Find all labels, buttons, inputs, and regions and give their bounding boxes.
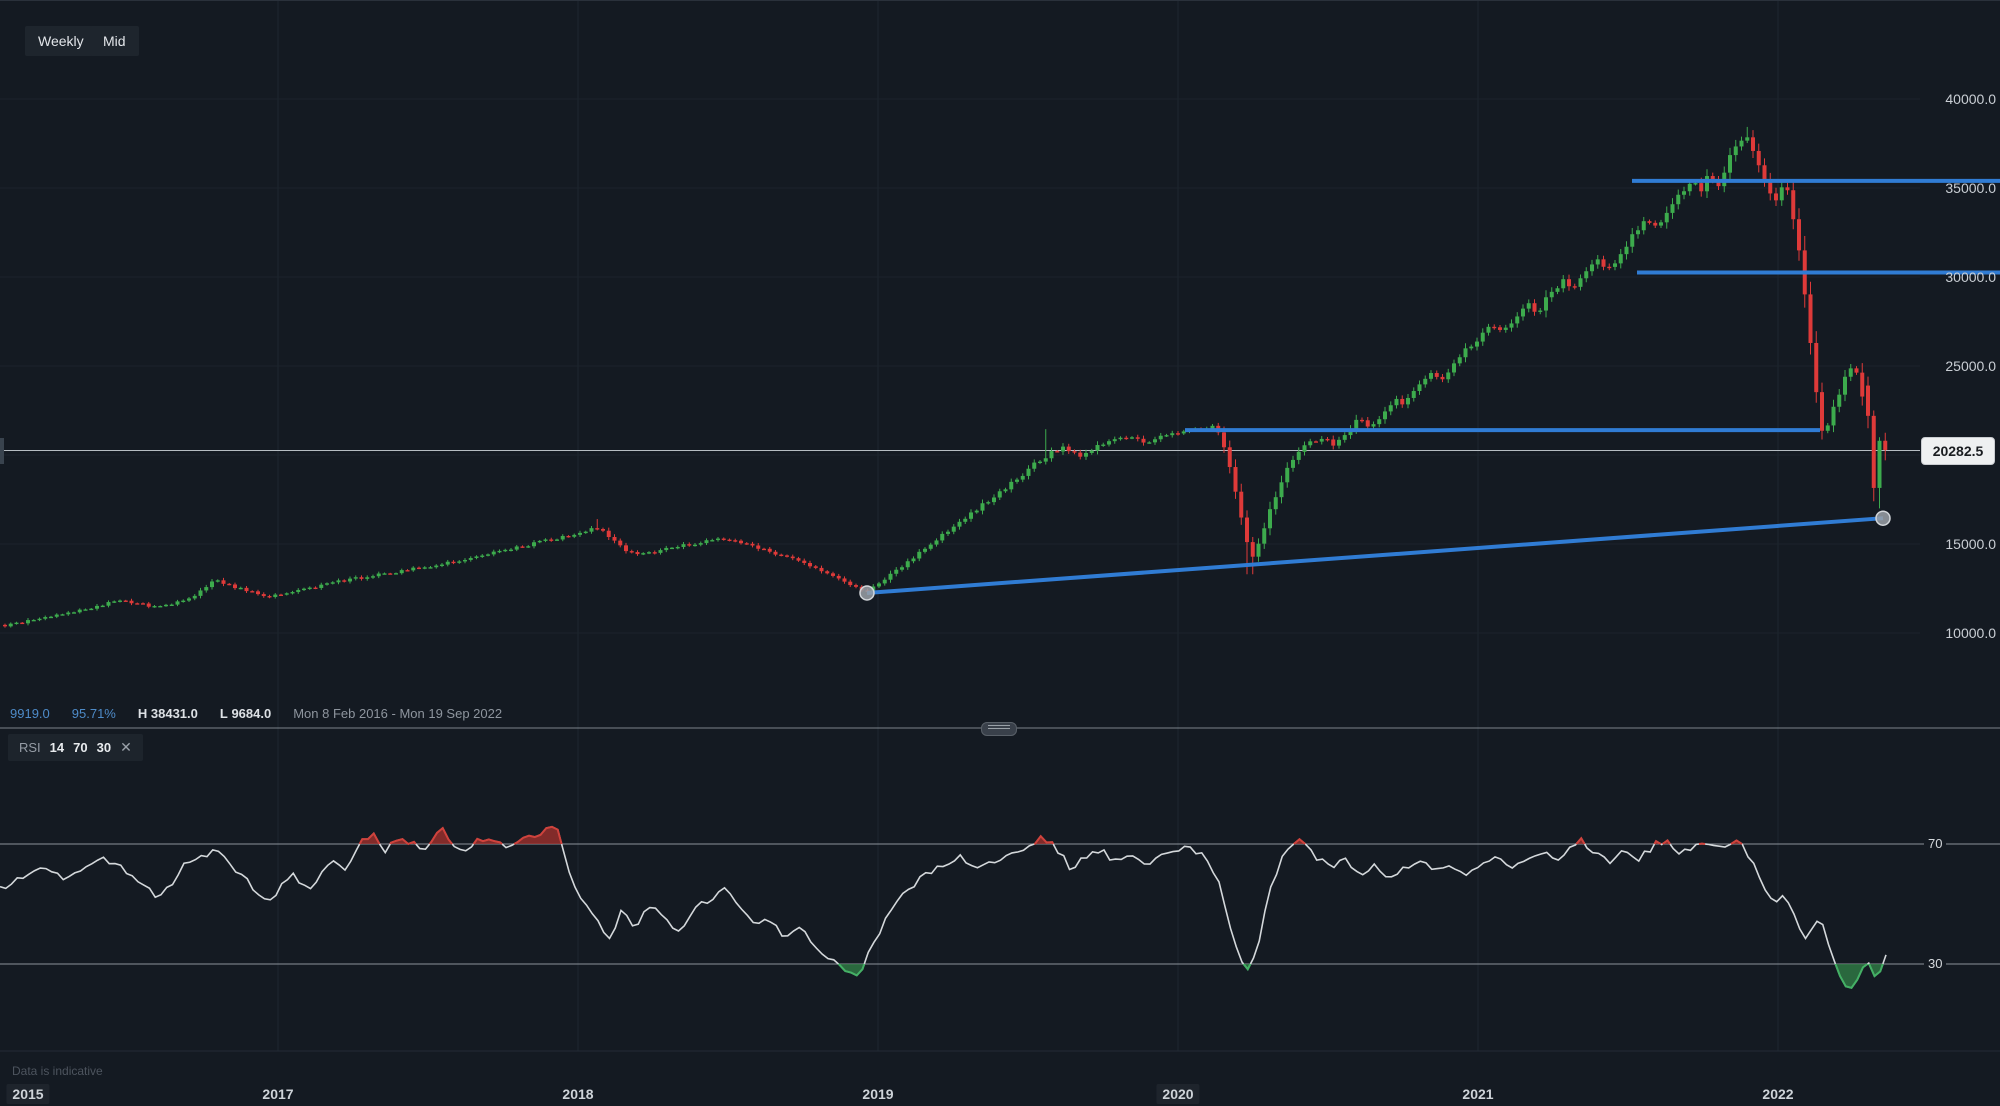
current-price-tag: 20282.5 — [1921, 437, 1995, 465]
rsi-axis-label: 70 — [1924, 836, 1947, 851]
time-axis-label: 2020 — [1156, 1084, 1200, 1104]
rsi-close-icon[interactable]: ✕ — [120, 739, 132, 755]
data-indicative-watermark: Data is indicative — [12, 1064, 103, 1078]
time-axis-label: 2015 — [6, 1084, 50, 1104]
trend-line — [866, 516, 1884, 595]
price-axis-label: 10000.0 — [1945, 625, 1996, 641]
pane-divider-drag-handle[interactable] — [981, 722, 1017, 736]
rsi-upper-value: 70 — [73, 740, 88, 755]
time-axis-label: 2019 — [862, 1086, 894, 1102]
rsi-axis-label: 30 — [1924, 956, 1947, 971]
rsi-period-value: 14 — [49, 740, 65, 755]
price-axis-label: 15000.0 — [1945, 536, 1996, 552]
drag-handle-grip — [988, 728, 1010, 729]
rsi-line — [0, 825, 1887, 989]
trendline-handle — [1875, 510, 1891, 526]
left-edge-price-marker — [0, 438, 4, 464]
drawing-tools[interactable] — [859, 178, 2000, 601]
rsi-indicator-header[interactable]: RSI 14 70 30 ✕ — [8, 734, 143, 761]
time-axis-label: 2018 — [562, 1086, 594, 1102]
range-dates: Mon 8 Feb 2016 - Mon 19 Sep 2022 — [293, 706, 503, 721]
rsi-name-label: RSI — [19, 740, 41, 755]
time-axis-label: 2021 — [1462, 1086, 1494, 1102]
gridlines — [0, 1, 2000, 1052]
range-low-value: L 9684.0 — [219, 706, 272, 721]
time-axis-label: 2017 — [262, 1086, 294, 1102]
time-axis-label: 2022 — [1762, 1086, 1794, 1102]
rsi-lower-value: 30 — [96, 740, 112, 755]
trendline-handle — [859, 585, 875, 601]
price-axis-label: 30000.0 — [1945, 269, 1996, 285]
timeframe-button[interactable]: Weekly — [25, 26, 97, 56]
change-percent-value: 95.71% — [71, 706, 116, 721]
candlestick-series — [3, 126, 1888, 628]
change-points-value: 9919.0 — [10, 706, 50, 721]
price-axis-label: 40000.0 — [1945, 91, 1996, 107]
price-type-button[interactable]: Mid — [90, 26, 139, 56]
price-axis-label: 35000.0 — [1945, 180, 1996, 196]
range-status-bar: 9919.0 95.71% H 38431.0 L 9684.0 Mon 8 F… — [10, 706, 502, 721]
range-high-value: H 38431.0 — [137, 706, 198, 721]
drag-handle-grip — [988, 725, 1010, 726]
rsi-series — [0, 825, 1887, 989]
price-axis-label: 25000.0 — [1945, 358, 1996, 374]
